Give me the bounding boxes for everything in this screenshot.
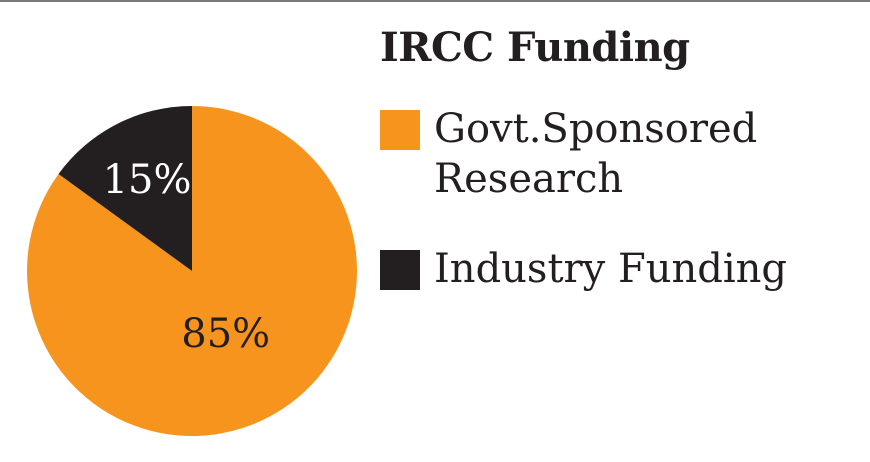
legend-label-industry-funding: Industry Funding xyxy=(434,246,788,292)
pie-slice-govt-sponsored xyxy=(26,106,357,437)
pie-label-govt-sponsored: 85% xyxy=(181,311,270,357)
top-rule xyxy=(0,0,870,2)
legend-item-govt-sponsored: Govt.Sponsored Research xyxy=(380,104,860,204)
chart-title: IRCC Funding xyxy=(380,24,690,71)
pie-chart: 85% 15% xyxy=(26,106,357,437)
legend-swatch-industry-funding xyxy=(380,250,420,290)
legend-swatch-govt-sponsored xyxy=(380,110,420,150)
legend-item-industry-funding: Industry Funding xyxy=(380,244,860,294)
pie-slice-industry-funding xyxy=(58,106,193,271)
legend-label-govt-sponsored: Govt.Sponsored Research xyxy=(434,106,758,202)
pie-label-industry-funding: 15% xyxy=(103,157,192,203)
legend: Govt.Sponsored Research Industry Funding xyxy=(380,104,860,334)
